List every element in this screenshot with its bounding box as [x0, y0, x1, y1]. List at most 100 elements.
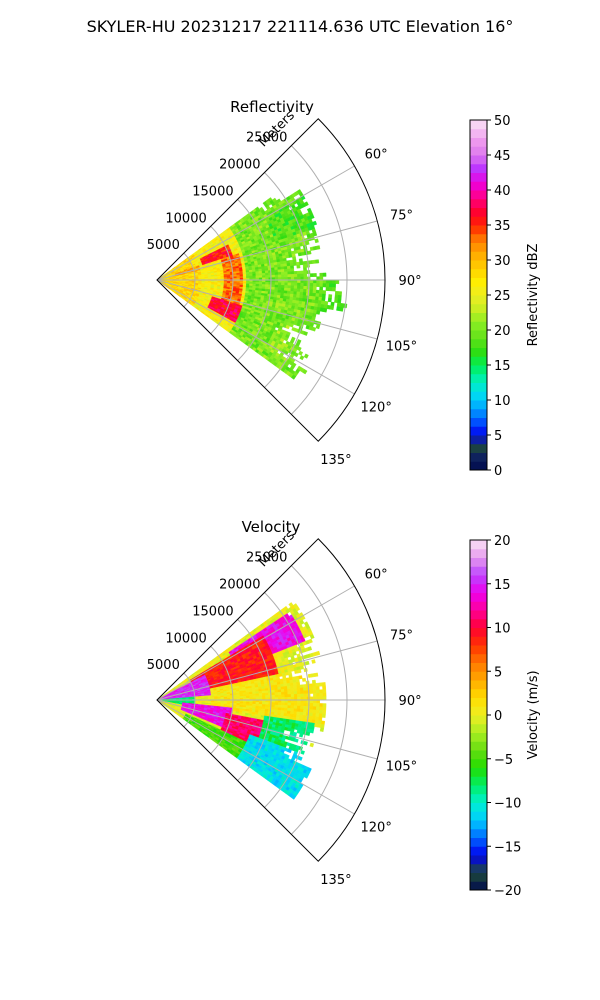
colorbar-segment [470, 137, 487, 147]
echo-cell [312, 683, 317, 688]
echo-cell [319, 692, 324, 697]
colorbar-segment [470, 443, 487, 453]
echo-cell [261, 692, 266, 696]
echo-cell [300, 693, 305, 698]
echo-cell [309, 686, 314, 691]
echo-cell [303, 353, 309, 359]
echo-cell [284, 694, 289, 698]
polar-plot-velocity: 50001000015000200002500060°75°90°105°120… [147, 518, 422, 888]
echo-cell [315, 709, 320, 714]
echo-cell [293, 270, 298, 275]
echo-cell [293, 688, 298, 692]
echo-cell [322, 279, 327, 284]
echo-cell [277, 274, 282, 278]
echo-cell [290, 705, 295, 709]
echo-cell [297, 273, 301, 278]
colorbar-tick-label: 45 [494, 149, 511, 164]
echo-cell [271, 282, 276, 286]
echo-cell [322, 283, 327, 288]
colorbar-tick-label: 20 [494, 324, 511, 339]
echo-cell [302, 684, 307, 688]
echo-cell [335, 279, 340, 285]
chart-title: Reflectivity [230, 98, 314, 116]
echo-cell [309, 712, 314, 717]
echo-cell [303, 705, 308, 710]
echo-cell [286, 685, 291, 690]
echo-cell [271, 269, 276, 273]
echo-cell [316, 692, 320, 697]
echo-cell [332, 279, 336, 284]
colorbar-segment [470, 251, 487, 261]
echo-cell [296, 291, 301, 296]
echo-cell [293, 690, 298, 695]
echo-cell [271, 274, 276, 278]
echo-cell [315, 682, 320, 687]
echo-cell [328, 294, 333, 299]
echo-cell [315, 324, 321, 330]
colorbar-tick-label: 10 [494, 394, 511, 409]
echo-cell [287, 274, 292, 278]
echo-cell [255, 281, 260, 285]
echo-cell [303, 690, 308, 695]
angular-tick-label: 120° [361, 401, 392, 416]
echo-cell [309, 292, 314, 297]
echo-cell [302, 677, 307, 682]
colorbar-segment [470, 347, 487, 357]
echo-cell [274, 272, 279, 276]
echo-cell [318, 713, 323, 718]
echo-cell [292, 682, 297, 686]
echo-cell [283, 686, 288, 690]
echo-cell [252, 701, 257, 705]
echo-cell [297, 693, 301, 698]
echo-cell [271, 702, 276, 706]
echo-cell [255, 275, 260, 279]
echo-cell [327, 297, 332, 303]
echo-cell [322, 685, 327, 690]
echo-cell [293, 705, 298, 710]
echo-cell [337, 295, 342, 300]
echo-cell [296, 684, 301, 689]
echo-cell [299, 355, 305, 361]
echo-cell [307, 250, 312, 255]
echo-cell [287, 691, 292, 695]
echo-cell [293, 285, 298, 290]
echo-cell [321, 293, 326, 298]
echo-cell [252, 273, 257, 277]
echo-cell [265, 695, 269, 698]
echo-cell [299, 665, 304, 670]
echo-cell [262, 702, 266, 705]
echo-cell [303, 709, 307, 713]
colorbar-segment [470, 452, 487, 462]
polar-plot-reflectivity: 50001000015000200002500060°75°90°105°120… [147, 98, 422, 468]
echo-cell [293, 288, 298, 292]
colorbar-segment [470, 391, 487, 401]
echo-cell [316, 276, 320, 281]
echo-cell [261, 690, 266, 694]
echo-cell [314, 238, 319, 244]
echo-cell [322, 706, 327, 711]
echo-cell [281, 702, 285, 706]
echo-cell [325, 286, 330, 292]
echo-cell [287, 271, 292, 275]
radial-tick-label: 20000 [219, 158, 260, 173]
echo-cell [284, 287, 288, 292]
echo-cell [284, 702, 289, 706]
echo-cell [308, 715, 313, 720]
colorbar-segment [470, 435, 487, 445]
echo-cell [252, 693, 257, 697]
echo-cell [290, 265, 294, 269]
echo-cell [322, 290, 327, 295]
echo-cell [284, 271, 288, 275]
echo-cell [315, 259, 320, 264]
echo-cell [302, 712, 307, 716]
echo-cell [319, 696, 324, 701]
echo-cell [271, 284, 276, 288]
echo-cell [322, 272, 327, 277]
echo-cell [249, 273, 253, 277]
echo-cell [318, 716, 323, 722]
echo-cell [271, 694, 276, 698]
echo-cell [296, 705, 301, 710]
echo-cell [246, 275, 250, 279]
echo-cell [296, 711, 301, 716]
echo-cell [309, 683, 314, 688]
